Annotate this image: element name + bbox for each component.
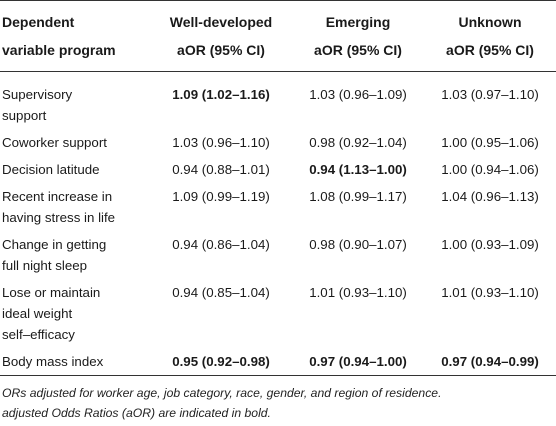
table-row: Lose or maintain ideal weight self–efficac… xyxy=(0,276,556,345)
top-rule xyxy=(0,0,556,1)
table-body: Supervisory support 1.09 (1.02–1.16) 1.03 (… xyxy=(0,71,556,381)
row-label-line: having stress in life xyxy=(2,210,116,225)
header-line: aOR (95% CI) xyxy=(446,42,534,58)
footnote-line: adjusted Odds Ratios (aOR) are indicated… xyxy=(2,406,271,420)
row-label: Coworker support xyxy=(0,126,150,153)
header-line: Unknown xyxy=(458,14,522,30)
row-label: Supervisory support xyxy=(0,71,150,126)
header-line: Dependent xyxy=(2,14,75,30)
row-label-line: full night sleep xyxy=(2,258,88,273)
row-label: Recent increase in having stress in life xyxy=(0,180,150,228)
footnote-line: ORs adjusted for worker age, job categor… xyxy=(2,386,442,400)
row-label-line: ideal weight xyxy=(2,306,73,321)
header-line: aOR (95% CI) xyxy=(314,42,402,58)
header-line: Well-developed xyxy=(169,14,273,30)
value-cell: 1.03 (0.97–1.10) xyxy=(441,87,539,102)
row-label-line: self–efficacy xyxy=(2,327,75,342)
header-well-developed: Well-developed aOR (95% CI) xyxy=(150,1,292,71)
header-line: variable program xyxy=(2,42,116,58)
row-label-line: Lose or maintain xyxy=(2,285,101,300)
header-rule xyxy=(0,71,556,72)
table-footnote: ORs adjusted for worker age, job categor… xyxy=(2,383,554,423)
row-label: Lose or maintain ideal weight self–efficac… xyxy=(0,276,150,345)
value-cell: 1.09 (0.99–1.19) xyxy=(172,189,270,204)
value-cell: 1.01 (0.93–1.10) xyxy=(309,285,407,300)
row-label-line: Body mass index xyxy=(2,354,104,369)
row-label: Decision latitude xyxy=(0,153,150,180)
row-label-line: Decision latitude xyxy=(2,162,100,177)
value-cell: 1.09 (1.02–1.16) xyxy=(172,87,270,102)
value-cell: 0.98 (0.92–1.04) xyxy=(309,135,407,150)
table-row: Change in getting full night sleep 0.94 (0… xyxy=(0,228,556,276)
row-label-line: Supervisory xyxy=(2,87,73,102)
table-row: Recent increase in having stress in life 1… xyxy=(0,180,556,228)
value-cell: 1.00 (0.95–1.06) xyxy=(441,135,539,150)
value-cell: 0.97 (0.94–1.00) xyxy=(309,354,407,369)
odds-ratio-table: Dependent variable program Well-develope… xyxy=(0,1,556,381)
header-line: aOR (95% CI) xyxy=(177,42,265,58)
value-cell: 0.94 (0.88–1.01) xyxy=(172,162,270,177)
value-cell: 0.94 (0.86–1.04) xyxy=(172,237,270,252)
value-cell: 1.01 (0.93–1.10) xyxy=(441,285,539,300)
header-emerging: Emerging aOR (95% CI) xyxy=(292,1,424,71)
value-cell: 1.03 (0.96–1.09) xyxy=(309,87,407,102)
value-cell: 0.94 (0.85–1.04) xyxy=(172,285,270,300)
header-unknown: Unknown aOR (95% CI) xyxy=(424,1,556,71)
value-cell: 1.00 (0.93–1.09) xyxy=(441,237,539,252)
header-row: Dependent variable program Well-develope… xyxy=(0,1,556,71)
row-label: Body mass index xyxy=(0,345,150,381)
header-line: Emerging xyxy=(325,14,391,30)
bottom-rule xyxy=(0,375,556,376)
table-row: Decision latitude 0.94 (0.88–1.01) 0.94 (1… xyxy=(0,153,556,180)
table-row: Supervisory support 1.09 (1.02–1.16) 1.03 (… xyxy=(0,71,556,126)
value-cell: 1.03 (0.96–1.10) xyxy=(172,135,270,150)
table-row: Coworker support 1.03 (0.96–1.10) 0.98 (0.… xyxy=(0,126,556,153)
value-cell: 0.98 (0.90–1.07) xyxy=(309,237,407,252)
value-cell: 0.97 (0.94–0.99) xyxy=(441,354,539,369)
value-cell: 1.04 (0.96–1.13) xyxy=(441,189,539,204)
value-cell: 1.00 (0.94–1.06) xyxy=(441,162,539,177)
row-label: Change in getting full night sleep xyxy=(0,228,150,276)
row-label-line: support xyxy=(2,108,47,123)
value-cell: 0.94 (1.13–1.00) xyxy=(309,162,407,177)
value-cell: 1.08 (0.99–1.17) xyxy=(309,189,407,204)
table-row: Body mass index 0.95 (0.92–0.98) 0.97 (0.9… xyxy=(0,345,556,381)
row-label-line: Change in getting xyxy=(2,237,107,252)
row-label-line: Coworker support xyxy=(2,135,107,150)
row-label-line: Recent increase in xyxy=(2,189,113,204)
value-cell: 0.95 (0.92–0.98) xyxy=(172,354,270,369)
header-dependent-variable: Dependent variable program xyxy=(0,1,150,71)
